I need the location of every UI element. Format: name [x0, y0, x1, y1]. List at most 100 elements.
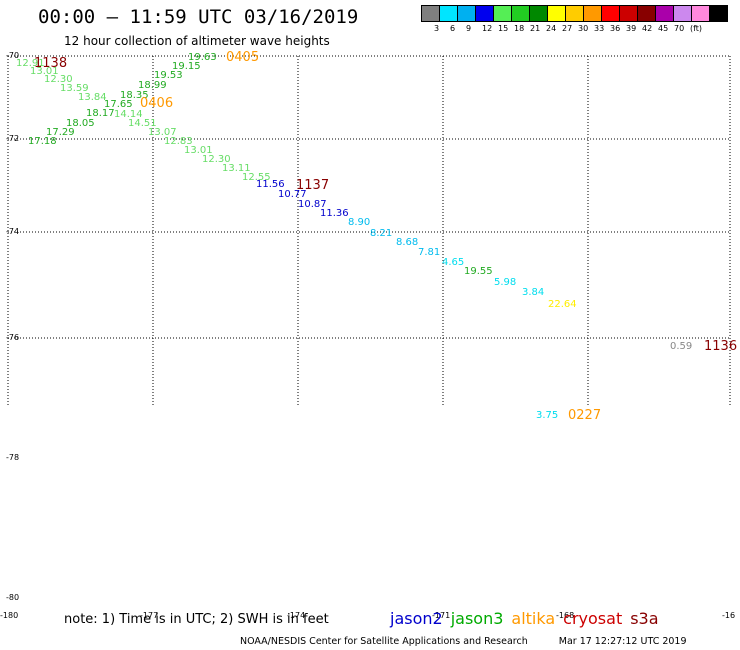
wave-height-label: 5.98	[494, 277, 516, 288]
wave-height-label: 19.55	[464, 266, 493, 277]
legend-swatch	[565, 5, 584, 22]
pass-time-label: 0406	[140, 96, 173, 111]
wave-height-label: 17.18	[28, 136, 57, 147]
wave-height-label: 12.83	[164, 136, 193, 147]
legend-label: 3	[434, 24, 440, 33]
wave-height-label: 14.14	[114, 109, 143, 120]
legend-swatch	[637, 5, 656, 22]
pass-time-label: 0227	[568, 408, 601, 423]
satellite-name: altika	[511, 609, 556, 628]
wave-height-label: 3.75	[536, 410, 558, 421]
wave-height-label: 13.07	[148, 127, 177, 138]
satellite-name: cryosat	[563, 609, 623, 628]
legend-label: 21	[530, 24, 541, 33]
pass-time-label: 1136	[704, 339, 737, 354]
legend-swatch	[511, 5, 530, 22]
wave-height-label: 10.87	[298, 199, 327, 210]
lat-label: -72	[6, 134, 19, 143]
wave-height-label: 3.84	[522, 287, 544, 298]
lon-label: -177	[140, 611, 158, 620]
legend-label: 70	[674, 24, 685, 33]
legend-label: 36	[610, 24, 621, 33]
legend-swatch	[439, 5, 458, 22]
timestamp: Mar 17 12:27:12 UTC 2019	[558, 636, 687, 647]
legend-swatch	[673, 5, 692, 22]
legend-swatch	[529, 5, 548, 22]
lat-lon-grid	[7, 55, 731, 405]
satellite-legend: jason2 jason3 altika cryosat s3a	[390, 609, 667, 628]
legend-swatch	[691, 5, 710, 22]
lat-label: -78	[6, 453, 19, 462]
legend-swatch	[655, 5, 674, 22]
color-legend: 3 6 9 12 15 18 21 24 27 30 33 36 39 42 45 70 (ft)	[421, 5, 728, 34]
legend-swatch	[619, 5, 638, 22]
legend-swatch	[493, 5, 512, 22]
wave-height-label: 12.30	[44, 74, 73, 85]
wave-height-label: 4.65	[442, 257, 464, 268]
page-subtitle: 12 hour collection of altimeter wave hei…	[64, 34, 330, 48]
wave-height-label: 13.11	[222, 163, 251, 174]
lon-label: -180	[0, 611, 18, 620]
lat-label: -74	[6, 227, 19, 236]
legend-label: (ft)	[690, 24, 703, 33]
lon-label: -16	[722, 611, 735, 620]
lon-label: -168	[556, 611, 574, 620]
wave-height-label: 17.65	[104, 99, 133, 110]
legend-label: 33	[594, 24, 605, 33]
legend-swatch	[547, 5, 566, 22]
wave-height-label: 11.56	[256, 179, 285, 190]
credit-line: NOAA/NESDIS Center for Satellite Applica…	[240, 636, 687, 647]
wave-height-label: 8.90	[348, 217, 370, 228]
credit-text: NOAA/NESDIS Center for Satellite Applica…	[240, 636, 528, 647]
wave-height-label: 19.63	[188, 52, 217, 63]
wave-height-label: 19.53	[154, 70, 183, 81]
wave-height-label: 14.51	[128, 118, 157, 129]
wave-height-label: 13.59	[60, 83, 89, 94]
legend-label: 27	[562, 24, 573, 33]
wave-height-label: 11.36	[320, 208, 349, 219]
legend-swatch	[709, 5, 728, 22]
page-title: 00:00 – 11:59 UTC 03/16/2019	[38, 6, 359, 28]
wave-height-label: 12.91	[16, 58, 45, 69]
lat-label: -80	[6, 593, 19, 602]
wave-height-label: 12.55	[242, 172, 271, 183]
wave-height-label: 17.29	[46, 127, 75, 138]
wave-height-label: 18.17	[86, 108, 115, 119]
wave-height-label: 19.15	[172, 61, 201, 72]
pass-time-label: 0405	[226, 50, 259, 65]
wave-height-label: 18.35	[120, 90, 149, 101]
axis-labels: -70 -72 -74 -76 -78 -80 -180 -177 -174 -171 -168 -1…	[0, 51, 735, 620]
legend-label: 39	[626, 24, 637, 33]
wave-height-label: 8.21	[370, 228, 392, 239]
satellite-name: jason3	[450, 609, 504, 628]
legend-swatch	[583, 5, 602, 22]
wave-height-label: 12.30	[202, 154, 231, 165]
legend-label: 24	[546, 24, 557, 33]
satellite-name: jason2	[390, 609, 443, 628]
legend-swatch	[457, 5, 476, 22]
lat-label: -70	[6, 51, 19, 60]
legend-labels: 3 6 9 12 15 18 21 24 27 30 33 36 39 42 45 70 (ft)	[422, 22, 728, 34]
legend-label: 9	[466, 24, 472, 33]
pass-time-label: 1138	[34, 56, 67, 71]
legend-swatch	[475, 5, 494, 22]
legend-label: 42	[642, 24, 653, 33]
legend-swatches	[421, 5, 728, 22]
wave-height-label: 13.01	[30, 66, 59, 77]
wave-height-label: 18.99	[138, 80, 167, 91]
wave-height-label: 10.77	[278, 189, 307, 200]
wave-height-label: 8.68	[396, 237, 418, 248]
legend-label: 30	[578, 24, 589, 33]
wave-height-label: 13.01	[184, 145, 213, 156]
lat-label: -76	[6, 333, 19, 342]
legend-swatch	[421, 5, 440, 22]
legend-label: 18	[514, 24, 525, 33]
legend-swatch	[601, 5, 620, 22]
wave-height-label: 22.64	[548, 299, 577, 310]
footer-note: note: 1) Time is in UTC; 2) SWH is in fe…	[64, 612, 329, 627]
wave-height-label: 18.05	[66, 118, 95, 129]
wave-height-label: 7.81	[418, 247, 440, 258]
pass-time-label: 1137	[296, 178, 329, 193]
